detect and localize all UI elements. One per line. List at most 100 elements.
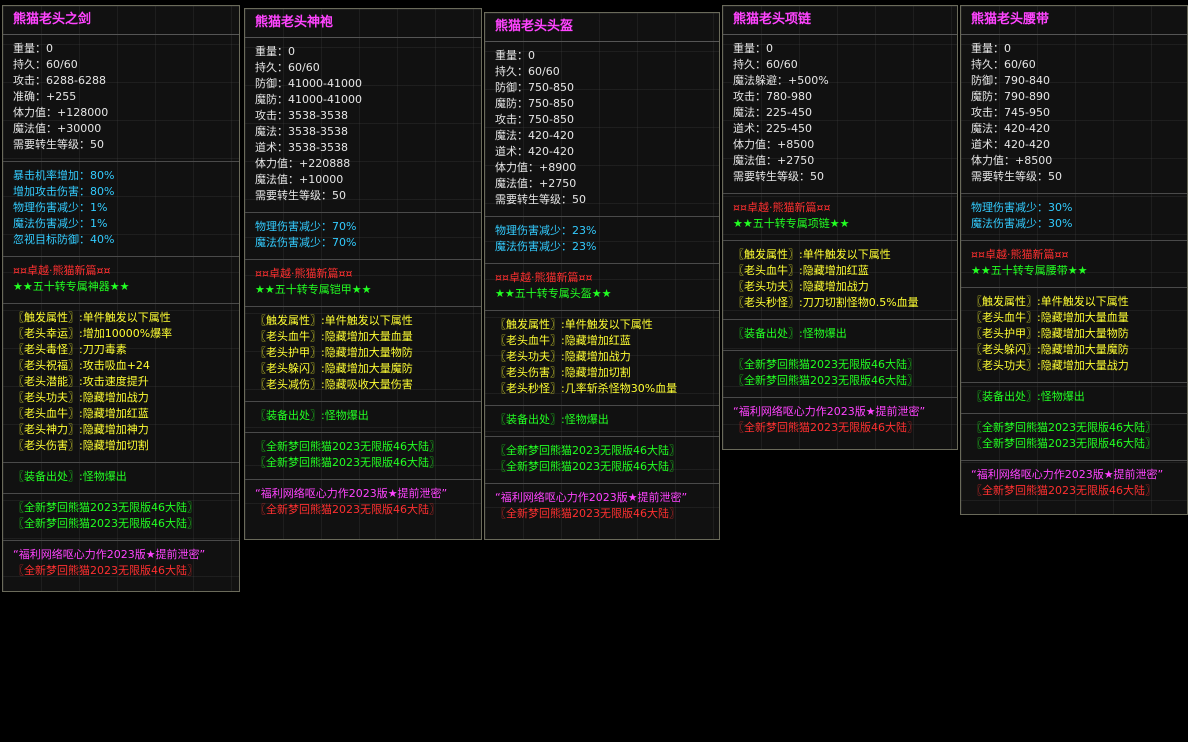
tooltip-line: ¤¤卓越·熊猫新篇¤¤ [13, 264, 111, 277]
tooltip-line: 〖全新梦回熊猫2023无限版46大陆〗 [13, 501, 198, 514]
tooltip-line: 魔法值：+2750 [733, 154, 815, 167]
tooltip-line: 重量：0 [971, 42, 1011, 55]
tooltip-line: 〖全新梦回熊猫2023无限版46大陆〗 [495, 460, 680, 473]
tooltip-line: 〖老头血牛〗:隐藏增加红蓝 [495, 334, 631, 347]
tooltip-line: 〖全新梦回熊猫2023无限版46大陆〗 [971, 421, 1156, 434]
tooltip-line: 体力值：+128000 [13, 106, 109, 119]
tooltip-line: 〖全新梦回熊猫2023无限版46大陆〗 [255, 440, 440, 453]
tooltip-line: 〖老头潜能〗:攻击速度提升 [13, 375, 149, 388]
tooltip-line: 〖老头秒怪〗:几率斩杀怪物30%血量 [495, 382, 678, 395]
tooltip-line: 道术：420-420 [971, 138, 1050, 151]
tooltip-line: 〖全新梦回熊猫2023无限版46大陆〗 [495, 507, 680, 520]
tooltip-section: ¤¤卓越·熊猫新篇¤¤ ★★五十转专属铠甲★★ [245, 260, 481, 307]
tooltip-line: ★★五十转专属头盔★★ [495, 287, 612, 300]
tooltip-line: 持久：60/60 [495, 65, 560, 78]
tooltip-line: 〖老头躲闪〗:隐藏增加大量魔防 [255, 362, 413, 375]
tooltip-section: 〖触发属性〗:单件触发以下属性 〖老头血牛〗:隐藏增加大量血量 〖老头护甲〗:隐藏增… [245, 307, 481, 402]
tooltip-line: “福利网络呕心力作2023版★提前泄密” [255, 487, 448, 500]
tooltip-section: ¤¤卓越·熊猫新篇¤¤ ★★五十转专属项链★★ [723, 194, 957, 241]
item-tooltip: 熊猫老头头盔 重量：0 持久：60/60 防御：750-850 魔防：750-850 攻击… [484, 12, 720, 540]
tooltip-line: 重量：0 [255, 45, 295, 58]
tooltip-section: 暴击机率增加：80% 增加攻击伤害：80% 物理伤害减少：1% 魔法伤害减少：1% 忽视… [3, 162, 239, 257]
tooltip-line: 物理伤害减少：23% [495, 224, 597, 237]
tooltip-section: 〖全新梦回熊猫2023无限版46大陆〗 〖全新梦回熊猫2023无限版46大陆〗 [961, 414, 1187, 461]
tooltip-line: 魔法伤害减少：30% [971, 217, 1073, 230]
tooltip-section: 〖全新梦回熊猫2023无限版46大陆〗 〖全新梦回熊猫2023无限版46大陆〗 [723, 351, 957, 398]
tooltip-line: 〖老头功夫〗:隐藏增加战力 [495, 350, 631, 363]
tooltip-section: 重量：0 持久：60/60 防御：750-850 魔防：750-850 攻击：750-8… [485, 42, 719, 217]
tooltip-line: 体力值：+8500 [971, 154, 1053, 167]
tooltip-line: 〖老头血牛〗:隐藏增加大量血量 [971, 311, 1129, 324]
tooltip-line: ★★五十转专属项链★★ [733, 217, 850, 230]
tooltip-line: 〖装备出处〗:怪物爆出 [733, 327, 847, 340]
tooltip-line: 〖老头血牛〗:隐藏增加红蓝 [733, 264, 869, 277]
tooltip-section: 物理伤害减少：30% 魔法伤害减少：30% [961, 194, 1187, 241]
item-title: 熊猫老头项链 [723, 6, 957, 35]
tooltip-line: ★★五十转专属神器★★ [13, 280, 130, 293]
tooltip-line: 〖老头伤害〗:隐藏增加切割 [13, 439, 149, 452]
tooltip-line: 〖装备出处〗:怪物爆出 [495, 413, 609, 426]
tooltip-line: 需要转生等级：50 [971, 170, 1062, 183]
tooltip-line: 〖全新梦回熊猫2023无限版46大陆〗 [971, 437, 1156, 450]
tooltip-line: ★★五十转专属腰带★★ [971, 264, 1088, 277]
tooltip-line: 〖老头功夫〗:隐藏增加战力 [733, 280, 869, 293]
tooltip-section: 重量：0 持久：60/60 防御：790-840 魔防：790-890 攻击：745-9… [961, 35, 1187, 194]
tooltip-line: 防御：750-850 [495, 81, 574, 94]
tooltip-line: 〖老头功夫〗:隐藏增加大量战力 [971, 359, 1129, 372]
tooltip-line: 〖触发属性〗:单件触发以下属性 [733, 248, 891, 261]
tooltip-line: 魔防：790-890 [971, 90, 1050, 103]
tooltip-section: “福利网络呕心力作2023版★提前泄密” 〖全新梦回熊猫2023无限版46大陆〗 [961, 461, 1187, 507]
item-title: 熊猫老头头盔 [485, 13, 719, 42]
tooltip-section: ¤¤卓越·熊猫新篇¤¤ ★★五十转专属头盔★★ [485, 264, 719, 311]
tooltip-line: 魔防：750-850 [495, 97, 574, 110]
item-title: 熊猫老头腰带 [961, 6, 1187, 35]
tooltip-section: 〖装备出处〗:怪物爆出 [961, 383, 1187, 414]
tooltip-line: 〖全新梦回熊猫2023无限版46大陆〗 [255, 456, 440, 469]
tooltip-line: 〖老头护甲〗:隐藏增加大量物防 [971, 327, 1129, 340]
tooltip-line: 魔法：225-450 [733, 106, 812, 119]
tooltip-line: “福利网络呕心力作2023版★提前泄密” [495, 491, 688, 504]
tooltip-line: 魔法伤害减少：1% [13, 217, 108, 230]
item-tooltip: 熊猫老头之剑 重量：0 持久：60/60 攻击：6288-6288 准确：+255 体力值… [2, 5, 240, 592]
tooltip-line: 防御：41000-41000 [255, 77, 362, 90]
tooltip-line: “福利网络呕心力作2023版★提前泄密” [733, 405, 926, 418]
tooltip-line: 〖老头祝福〗:攻击吸血+24 [13, 359, 150, 372]
tooltip-line: 魔法伤害减少：70% [255, 236, 357, 249]
tooltip-line: 魔法值：+10000 [255, 173, 344, 186]
tooltip-section: ¤¤卓越·熊猫新篇¤¤ ★★五十转专属腰带★★ [961, 241, 1187, 288]
tooltip-line: 〖老头减伤〗:隐藏吸收大量伤害 [255, 378, 413, 391]
tooltip-section: 〖触发属性〗:单件触发以下属性 〖老头幸运〗:增加10000%爆率 〖老头毒怪〗:刀… [3, 304, 239, 463]
tooltip-line: 〖触发属性〗:单件触发以下属性 [13, 311, 171, 324]
tooltip-line: 道术：420-420 [495, 145, 574, 158]
tooltip-line: 〖老头血牛〗:隐藏增加红蓝 [13, 407, 149, 420]
tooltip-line: 〖老头护甲〗:隐藏增加大量物防 [255, 346, 413, 359]
tooltip-line: 攻击：745-950 [971, 106, 1050, 119]
tooltip-line: 持久：60/60 [13, 58, 78, 71]
tooltip-line: 〖老头神力〗:隐藏增加神力 [13, 423, 149, 436]
tooltip-line: 〖触发属性〗:单件触发以下属性 [255, 314, 413, 327]
tooltip-line: 〖老头幸运〗:增加10000%爆率 [13, 327, 173, 340]
tooltip-line: “福利网络呕心力作2023版★提前泄密” [13, 548, 206, 561]
tooltip-line: ¤¤卓越·熊猫新篇¤¤ [733, 201, 831, 214]
item-title: 熊猫老头神袍 [245, 9, 481, 38]
tooltip-line: 物理伤害减少：70% [255, 220, 357, 233]
tooltip-line: 〖全新梦回熊猫2023无限版46大陆〗 [13, 517, 198, 530]
tooltip-line: 重量：0 [733, 42, 773, 55]
tooltip-line: 〖装备出处〗:怪物爆出 [13, 470, 127, 483]
tooltip-line: 魔防：41000-41000 [255, 93, 362, 106]
tooltip-section: 重量：0 持久：60/60 攻击：6288-6288 准确：+255 体力值：+1280… [3, 35, 239, 162]
tooltip-section: ¤¤卓越·熊猫新篇¤¤ ★★五十转专属神器★★ [3, 257, 239, 304]
tooltip-line: 重量：0 [495, 49, 535, 62]
tooltip-line: “福利网络呕心力作2023版★提前泄密” [971, 468, 1164, 481]
tooltip-line: 暴击机率增加：80% [13, 169, 115, 182]
tooltip-line: 魔法：420-420 [971, 122, 1050, 135]
tooltip-section: 〖全新梦回熊猫2023无限版46大陆〗 〖全新梦回熊猫2023无限版46大陆〗 [485, 437, 719, 484]
tooltip-line: ¤¤卓越·熊猫新篇¤¤ [495, 271, 593, 284]
tooltip-section: 重量：0 持久：60/60 防御：41000-41000 魔防：41000-41000… [245, 38, 481, 213]
tooltip-line: 魔法：3538-3538 [255, 125, 348, 138]
tooltip-line: 〖老头伤害〗:隐藏增加切割 [495, 366, 631, 379]
tooltip-section: 〖全新梦回熊猫2023无限版46大陆〗 〖全新梦回熊猫2023无限版46大陆〗 [3, 494, 239, 541]
tooltip-line: 〖老头躲闪〗:隐藏增加大量魔防 [971, 343, 1129, 356]
tooltip-line: 防御：790-840 [971, 74, 1050, 87]
tooltip-line: 〖全新梦回熊猫2023无限版46大陆〗 [733, 374, 918, 387]
